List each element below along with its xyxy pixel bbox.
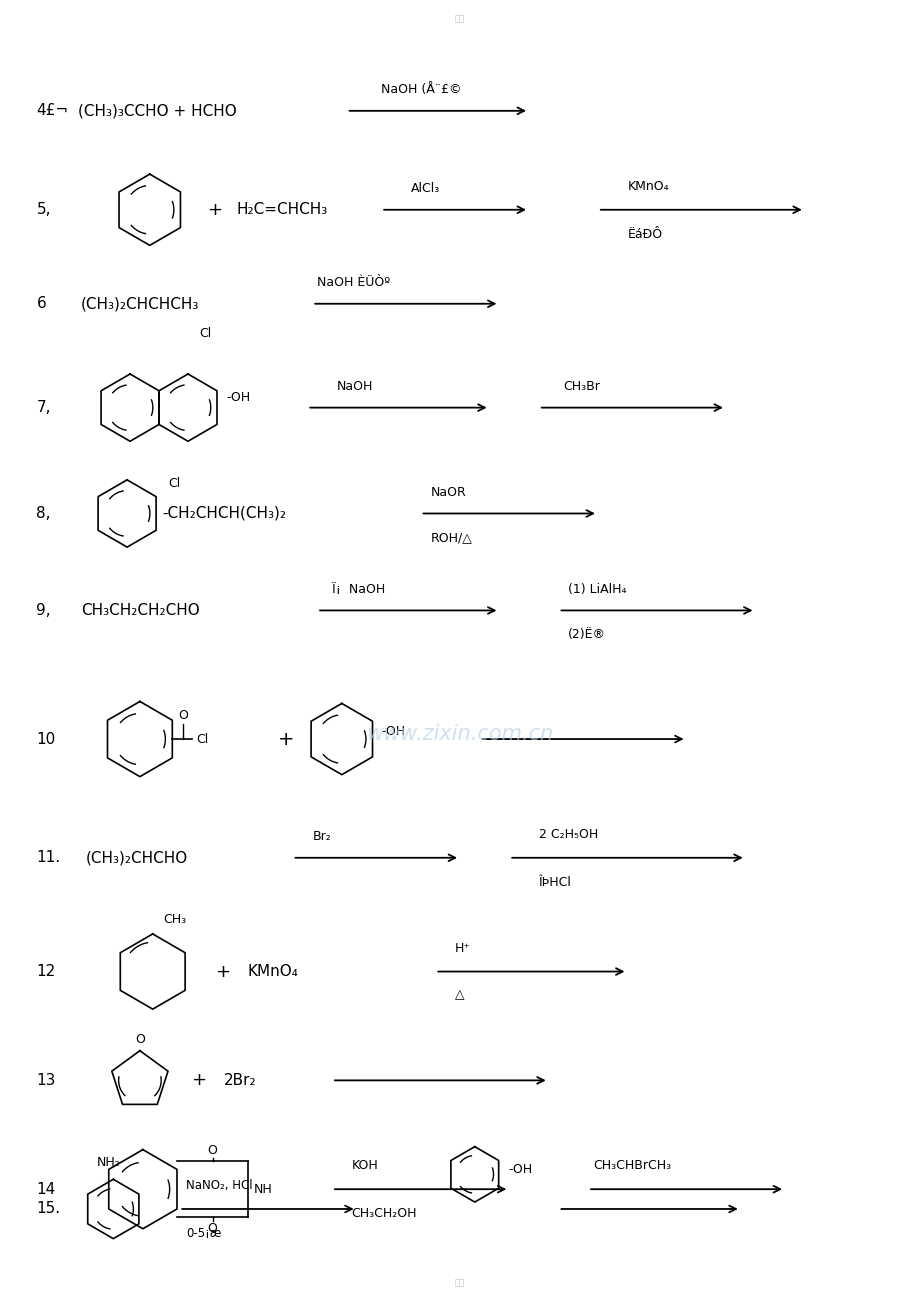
Text: ËáÐÔ: ËáÐÔ bbox=[627, 228, 662, 241]
Text: 11.: 11. bbox=[37, 850, 61, 866]
Text: ROH/△: ROH/△ bbox=[430, 531, 471, 544]
Text: O: O bbox=[135, 1032, 144, 1046]
Text: (CH₃)₂CHCHO: (CH₃)₂CHCHO bbox=[85, 850, 187, 866]
Text: +: + bbox=[207, 201, 221, 219]
Text: Br₂: Br₂ bbox=[312, 829, 331, 842]
Text: 15.: 15. bbox=[37, 1202, 61, 1216]
Text: ÎÞHCl: ÎÞHCl bbox=[539, 875, 571, 888]
Text: KMnO₄: KMnO₄ bbox=[627, 180, 668, 193]
Text: +: + bbox=[191, 1072, 206, 1090]
Text: 14: 14 bbox=[37, 1182, 56, 1197]
Text: 2 C₂H₅OH: 2 C₂H₅OH bbox=[539, 828, 597, 841]
Text: △: △ bbox=[455, 988, 464, 1001]
Text: -OH: -OH bbox=[507, 1163, 532, 1176]
Text: 4£¬: 4£¬ bbox=[37, 103, 69, 118]
Text: 6: 6 bbox=[37, 297, 46, 311]
Text: 5,: 5, bbox=[37, 202, 51, 217]
Text: (CH₃)₃CCHO + HCHO: (CH₃)₃CCHO + HCHO bbox=[78, 103, 236, 118]
Text: 7,: 7, bbox=[37, 400, 51, 415]
Text: NaOH ÈÜÒº: NaOH ÈÜÒº bbox=[317, 276, 390, 289]
Text: (CH₃)₂CHCHCH₃: (CH₃)₂CHCHCH₃ bbox=[81, 297, 199, 311]
Text: H₂C=CHCH₃: H₂C=CHCH₃ bbox=[236, 202, 327, 217]
Text: 12: 12 bbox=[37, 963, 56, 979]
Text: NaNO₂, HCl: NaNO₂, HCl bbox=[186, 1180, 253, 1193]
Text: O: O bbox=[208, 1221, 217, 1234]
Text: CH₃: CH₃ bbox=[164, 913, 187, 926]
Text: O: O bbox=[178, 710, 188, 723]
Text: -OH: -OH bbox=[226, 391, 250, 404]
Text: CH₃Br: CH₃Br bbox=[562, 380, 599, 393]
Text: www.zixin.com.cn: www.zixin.com.cn bbox=[366, 724, 553, 745]
Text: 0-5¡æ: 0-5¡æ bbox=[186, 1226, 221, 1240]
Text: O: O bbox=[208, 1143, 217, 1156]
Text: Cl: Cl bbox=[196, 733, 208, 746]
Text: 2Br₂: 2Br₂ bbox=[223, 1073, 256, 1088]
Text: KMnO₄: KMnO₄ bbox=[247, 963, 298, 979]
Text: CH₃CH₂OH: CH₃CH₂OH bbox=[351, 1207, 416, 1220]
Text: 第页: 第页 bbox=[455, 1279, 464, 1288]
Text: CH₃CH₂CH₂CHO: CH₃CH₂CH₂CHO bbox=[81, 603, 199, 618]
Text: NaOR: NaOR bbox=[430, 486, 466, 499]
Text: AlCl₃: AlCl₃ bbox=[410, 182, 439, 195]
Text: 8,: 8, bbox=[37, 506, 51, 521]
Text: CH₃CHBrCH₃: CH₃CHBrCH₃ bbox=[593, 1159, 670, 1172]
Text: Ï¡  NaOH: Ï¡ NaOH bbox=[332, 582, 385, 595]
Text: NH: NH bbox=[254, 1182, 272, 1195]
Text: Cl: Cl bbox=[199, 327, 211, 340]
Text: KOH: KOH bbox=[351, 1159, 378, 1172]
Text: (1) LiAlH₄: (1) LiAlH₄ bbox=[568, 582, 626, 595]
Text: -CH₂CHCH(CH₃)₂: -CH₂CHCH(CH₃)₂ bbox=[163, 506, 286, 521]
Text: NH₂: NH₂ bbox=[96, 1156, 120, 1169]
Text: +: + bbox=[278, 729, 294, 749]
Text: +: + bbox=[214, 962, 230, 980]
Text: (2)Ë®: (2)Ë® bbox=[568, 629, 606, 642]
Text: 13: 13 bbox=[37, 1073, 56, 1088]
Text: -OH: -OH bbox=[380, 725, 405, 738]
Text: NaOH: NaOH bbox=[336, 380, 373, 393]
Text: NaOH (Å¨£©: NaOH (Å¨£© bbox=[380, 83, 461, 96]
Text: 10: 10 bbox=[37, 732, 56, 746]
Text: 9,: 9, bbox=[37, 603, 51, 618]
Text: H⁺: H⁺ bbox=[455, 941, 471, 954]
Text: 第页: 第页 bbox=[455, 14, 464, 23]
Text: Cl: Cl bbox=[168, 478, 180, 491]
